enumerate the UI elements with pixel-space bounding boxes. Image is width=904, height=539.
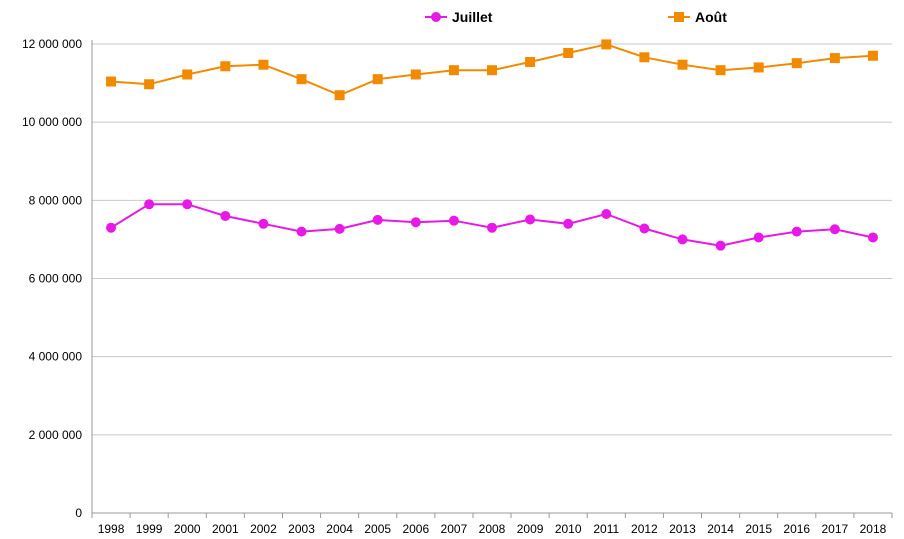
x-tick-label: 2002 (250, 522, 277, 536)
data-point (296, 226, 307, 237)
data-point (525, 214, 536, 225)
y-tick-label: 8 000 000 (29, 193, 83, 207)
legend: Juillet Août (425, 9, 727, 25)
data-point (372, 74, 383, 85)
data-point (753, 232, 764, 243)
y-tick-label: 0 (75, 506, 82, 520)
data-point (144, 79, 155, 90)
data-point (829, 53, 840, 64)
data-point (144, 199, 155, 210)
x-tick-label: 2004 (326, 522, 353, 536)
x-tick-label: 2017 (822, 522, 849, 536)
data-point (867, 50, 878, 61)
legend-marker (431, 12, 441, 22)
data-point (106, 222, 117, 233)
x-tick-label: 2005 (364, 522, 391, 536)
x-tick-label: 2007 (441, 522, 468, 536)
data-point (791, 58, 802, 69)
x-tick-label: 2006 (402, 522, 429, 536)
y-tick-label: 6 000 000 (29, 272, 83, 286)
data-point (601, 39, 612, 50)
series (106, 39, 878, 251)
data-point (715, 65, 726, 76)
data-point (258, 59, 269, 70)
legend-marker (674, 12, 684, 22)
gridlines (92, 43, 892, 436)
legend-label: Juillet (452, 9, 493, 25)
data-point (296, 74, 307, 85)
data-point (487, 222, 497, 233)
data-point (525, 56, 536, 67)
data-point (791, 226, 802, 237)
x-tick-label: 2003 (288, 522, 315, 536)
x-tick-label: 2009 (517, 522, 544, 536)
data-point (563, 47, 574, 58)
data-point (753, 62, 764, 73)
data-point (182, 199, 193, 210)
data-point (372, 214, 383, 225)
data-point (220, 61, 231, 72)
data-point (220, 210, 231, 221)
data-point (182, 69, 193, 80)
y-tick-label: 2 000 000 (29, 428, 83, 442)
y-tick-label: 4 000 000 (29, 350, 83, 364)
data-point (448, 215, 459, 226)
x-tick-label: 1998 (98, 522, 125, 536)
x-tick-label: 2010 (555, 522, 582, 536)
x-tick-label: 2000 (174, 522, 201, 536)
x-tick-label: 2011 (593, 522, 619, 536)
x-tick-label: 2001 (212, 522, 239, 536)
data-point (563, 218, 574, 229)
data-point (334, 90, 345, 101)
axes: 0 2 000 000 4 000 000 6 000 000 8 000 000 10 … (22, 37, 893, 536)
x-tick-label: 2013 (669, 522, 696, 536)
x-tick-label: 2015 (745, 522, 772, 536)
data-point (487, 65, 497, 76)
y-tick-label: 12 000 000 (22, 37, 82, 51)
data-point (410, 217, 421, 228)
x-tick-label: 2008 (479, 522, 506, 536)
data-point (258, 218, 269, 229)
data-point (410, 69, 421, 80)
y-tick-label: 10 000 000 (22, 115, 82, 129)
x-tick-label: 1999 (136, 522, 163, 536)
data-point (106, 76, 117, 87)
x-tick-label: 2018 (860, 522, 887, 536)
data-point (639, 223, 650, 234)
data-point (715, 240, 726, 251)
data-point (829, 224, 840, 235)
data-point (334, 223, 345, 234)
data-point (867, 232, 878, 243)
data-point (601, 209, 612, 220)
x-tick-label: 2016 (783, 522, 810, 536)
x-tick-label: 2014 (707, 522, 734, 536)
data-point (677, 234, 688, 245)
data-point (448, 65, 459, 76)
data-point (677, 59, 688, 70)
legend-label: Août (695, 9, 727, 25)
x-tick-label: 2012 (631, 522, 658, 536)
data-point (639, 52, 650, 63)
